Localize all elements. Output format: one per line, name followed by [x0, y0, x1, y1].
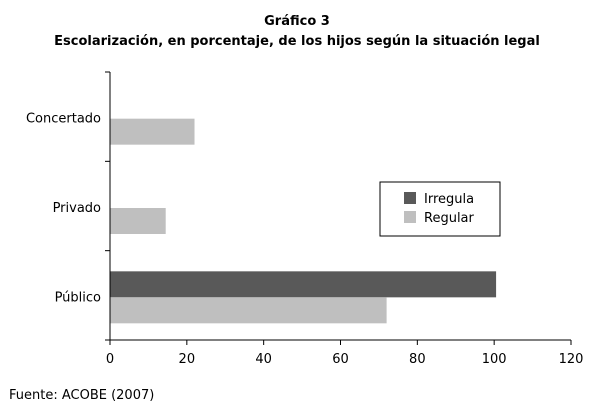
chart-title: Gráfico 3: [264, 14, 330, 29]
x-tick-label: 80: [409, 352, 426, 367]
chart-marks: [110, 118, 497, 324]
chart-subtitle: Escolarización, en porcentaje, de los hi…: [54, 34, 540, 49]
legend-label-irregula: Irregula: [424, 192, 474, 207]
y-tick-label: Concertado: [26, 112, 101, 127]
x-tick-label: 60: [332, 352, 349, 367]
y-tick-label: Privado: [53, 201, 101, 216]
bar-regular-privado: [110, 208, 166, 234]
source-note: Fuente: ACOBE (2007): [9, 388, 155, 403]
chart-axes: Concertado Privado Público 0 20 40 60 80 100 120: [26, 71, 584, 367]
x-tick-label: 40: [255, 352, 272, 367]
bar-irregula-público: [110, 271, 497, 298]
legend: Irregula Regular: [379, 181, 501, 237]
y-tick-label: Público: [55, 290, 101, 305]
x-tick-label: 120: [559, 352, 584, 367]
bar-regular-público: [110, 297, 387, 324]
legend-swatch-regular: [404, 211, 416, 223]
bar-regular-concertado: [110, 118, 195, 145]
legend-swatch-irregula: [404, 192, 416, 204]
x-tick-label: 0: [106, 352, 114, 367]
legend-box: [379, 181, 501, 237]
x-tick-label: 100: [482, 352, 507, 367]
x-tick-label: 20: [179, 352, 196, 367]
legend-label-regular: Regular: [424, 211, 475, 226]
